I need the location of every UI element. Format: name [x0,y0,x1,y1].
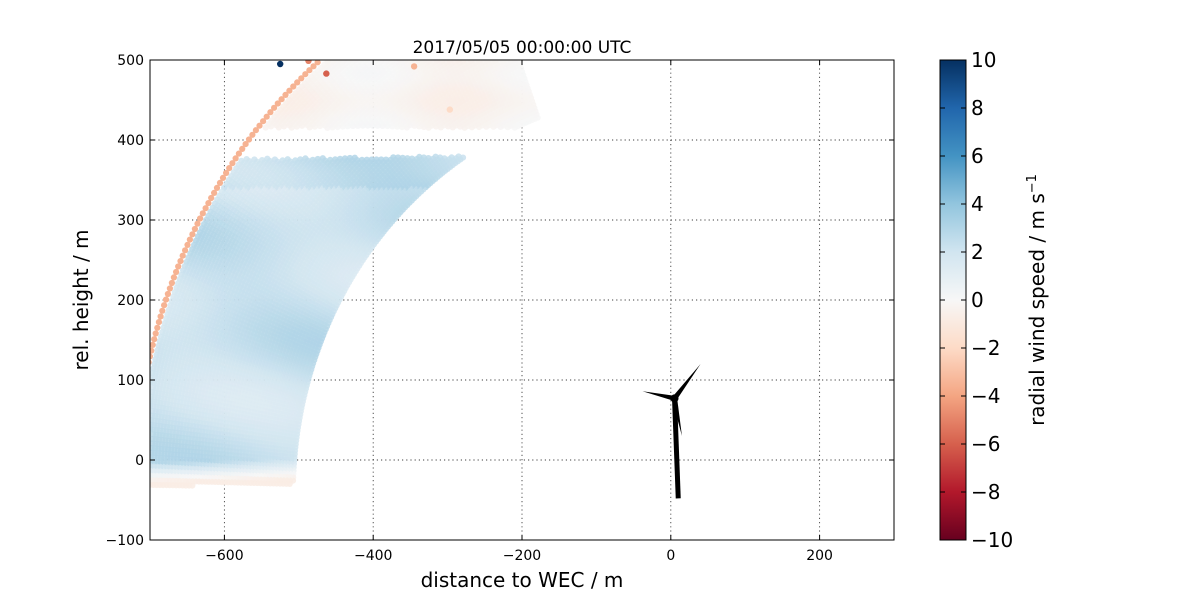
scatter-points [150,60,541,489]
